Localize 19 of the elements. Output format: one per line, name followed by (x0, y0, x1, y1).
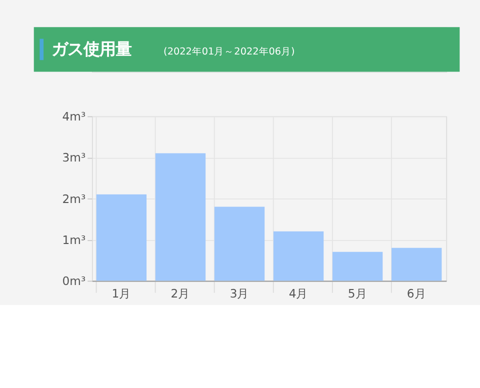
bar (214, 206, 265, 281)
x-tick-label: 3月 (230, 286, 250, 301)
x-tick-label: 1月 (112, 286, 132, 301)
bar (392, 248, 442, 281)
x-tick-label: 6月 (406, 286, 426, 301)
bar (273, 231, 324, 281)
bar (96, 194, 147, 281)
y-tick-label: 2m³ (62, 192, 86, 206)
bar (155, 153, 206, 281)
chart-subtitle: (2022年01月～2022年06月) (164, 45, 295, 58)
y-tick-label: 3m³ (62, 150, 86, 165)
y-tick-label: 1m³ (62, 232, 86, 247)
bar (332, 252, 383, 281)
x-tick-label: 5月 (348, 286, 368, 301)
x-tick-label: 4月 (288, 286, 308, 301)
chart-title: ガス使用量 (51, 39, 132, 58)
x-tick-label: 2月 (170, 286, 190, 301)
y-tick-label: 4m³ (62, 110, 86, 124)
y-tick-label: 0m³ (62, 274, 86, 288)
